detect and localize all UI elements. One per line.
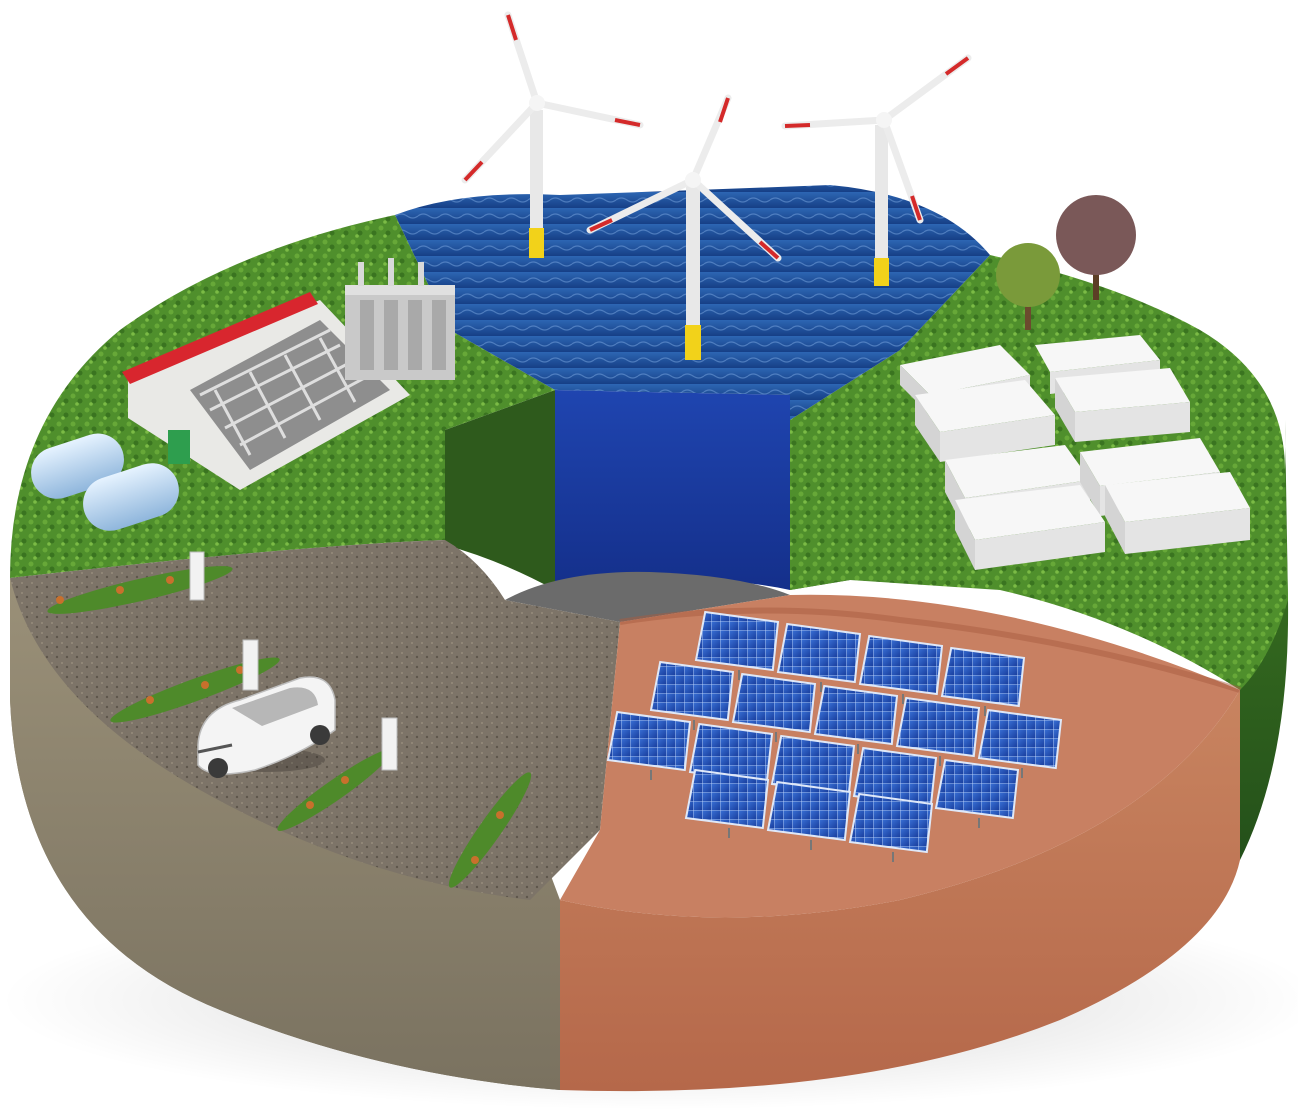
solar-panel xyxy=(813,684,899,746)
tree-trunk xyxy=(1025,285,1031,330)
hedge-row xyxy=(47,566,532,888)
battery-storage xyxy=(900,335,1250,570)
battery-container xyxy=(955,485,1105,570)
offshore-wind-farm xyxy=(461,11,972,360)
inner-grass-face-left xyxy=(445,390,555,590)
solar-panel xyxy=(895,696,981,758)
trees xyxy=(996,195,1136,330)
wind-turbine xyxy=(461,11,644,258)
solar-panel xyxy=(848,792,934,854)
tree-canopy xyxy=(1056,195,1136,275)
solar-panel xyxy=(731,672,817,734)
solar-panel xyxy=(649,660,735,722)
clay-wall xyxy=(560,690,1240,1092)
solar-panel xyxy=(694,610,780,672)
solar-panel xyxy=(940,646,1026,708)
battery-container xyxy=(1105,472,1250,554)
charging-station xyxy=(189,551,205,601)
electrolyzer-stacks xyxy=(199,328,371,456)
transformer xyxy=(345,258,455,380)
charging-station xyxy=(242,639,259,691)
building-door xyxy=(168,430,190,464)
tree-canopy xyxy=(996,243,1060,307)
gravel-wall-face xyxy=(10,578,560,1090)
hedge-flowers xyxy=(56,576,504,864)
clay-ridge xyxy=(619,607,1241,693)
wind-turbine xyxy=(586,94,782,360)
solar-panel xyxy=(977,708,1063,770)
electrolyzer-building-roof xyxy=(122,292,318,384)
solar-panel xyxy=(776,622,862,684)
solar-panel xyxy=(766,780,852,842)
solar-panel xyxy=(858,634,944,696)
water-column xyxy=(555,390,790,592)
battery-container xyxy=(915,380,1055,462)
solar-farm xyxy=(606,610,1063,862)
ev-charging-area xyxy=(47,551,532,888)
solar-panel xyxy=(934,758,1020,820)
solar-panel xyxy=(606,710,692,772)
charging-station xyxy=(381,717,398,771)
hole-floor xyxy=(505,571,790,622)
solar-panel xyxy=(684,768,770,830)
hydrogen-tank xyxy=(83,463,179,531)
electric-car xyxy=(197,676,336,778)
battery-container xyxy=(1055,368,1190,442)
wind-turbine xyxy=(781,54,972,286)
hydrogen-plant xyxy=(31,258,455,531)
